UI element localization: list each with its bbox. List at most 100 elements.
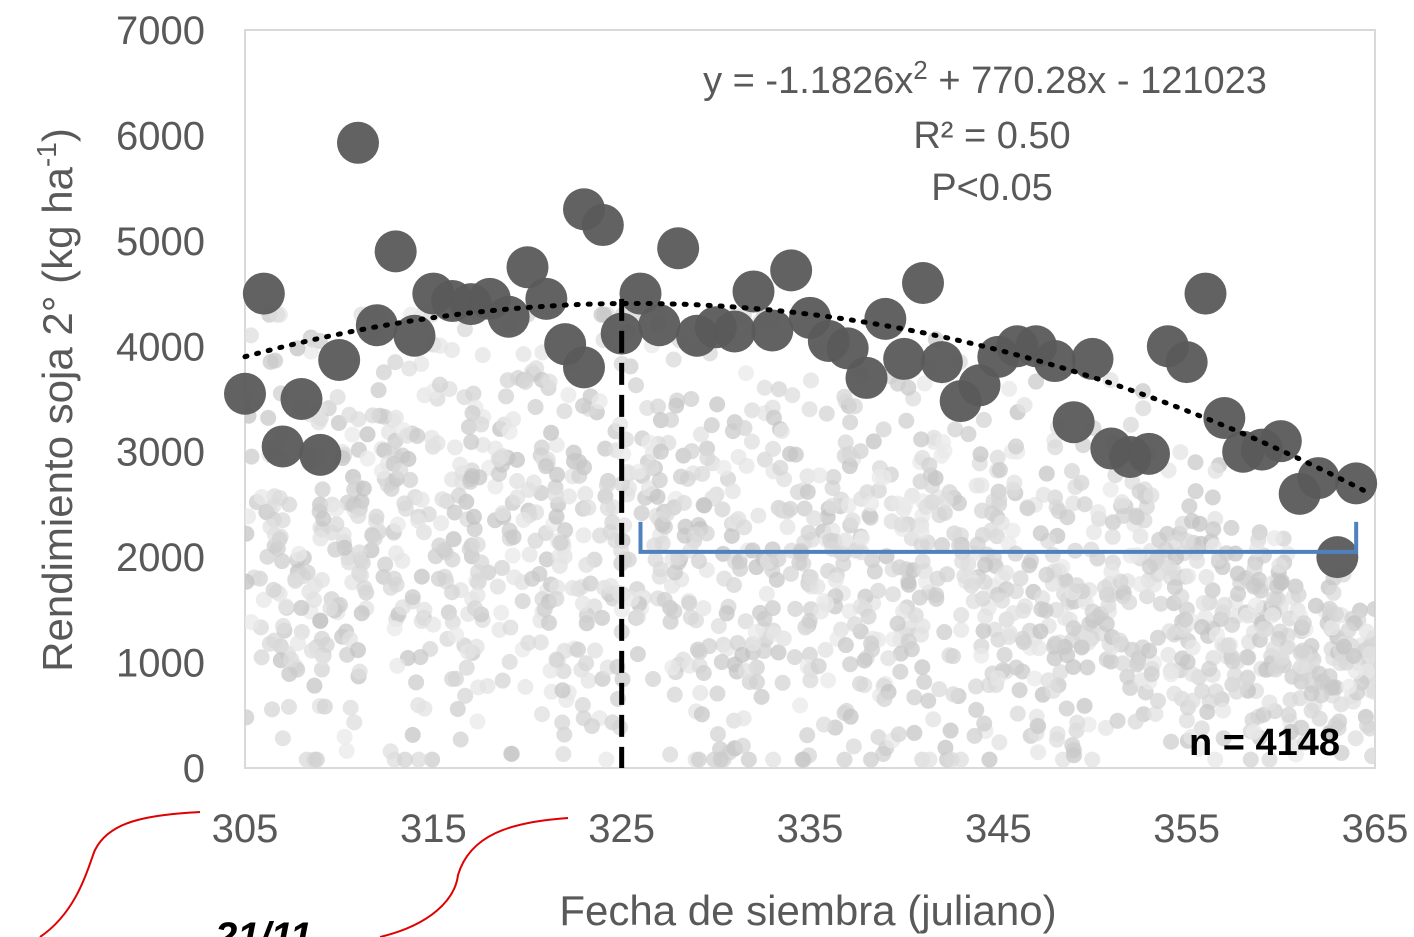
background-point <box>627 377 644 394</box>
background-point <box>408 674 425 691</box>
background-point <box>1149 629 1166 646</box>
sample-size-label: n = 4148 <box>1189 722 1340 764</box>
background-point <box>837 532 854 549</box>
background-point <box>1215 702 1232 719</box>
background-point <box>1032 525 1049 542</box>
background-point <box>668 397 685 414</box>
background-point <box>1366 683 1375 700</box>
background-point <box>1216 596 1233 613</box>
data-point <box>1184 272 1227 315</box>
background-point <box>592 527 609 544</box>
background-point <box>765 751 782 768</box>
background-point <box>1177 611 1194 628</box>
background-point <box>623 590 640 607</box>
background-point <box>473 416 490 433</box>
background-point <box>1076 697 1093 714</box>
background-point <box>936 504 953 521</box>
background-point <box>1007 438 1024 455</box>
background-point <box>353 567 370 584</box>
background-point <box>448 626 465 643</box>
background-point <box>823 497 840 514</box>
background-point <box>501 423 518 440</box>
background-point <box>975 622 992 639</box>
background-point <box>368 508 385 525</box>
background-point <box>1224 653 1241 670</box>
background-point <box>1366 600 1375 617</box>
background-point <box>649 488 666 505</box>
background-point <box>245 525 255 542</box>
background-point <box>1119 668 1136 685</box>
background-point <box>313 630 330 647</box>
background-point <box>633 505 650 522</box>
background-point <box>842 656 859 673</box>
background-point <box>1037 602 1054 619</box>
background-point <box>1246 723 1263 740</box>
background-point <box>695 600 712 617</box>
background-point <box>1026 670 1043 687</box>
background-point <box>299 564 316 581</box>
background-point <box>1149 692 1166 709</box>
background-point <box>1340 622 1357 639</box>
background-point <box>1333 696 1350 713</box>
background-point <box>694 465 711 482</box>
background-point <box>1109 712 1126 729</box>
background-point <box>386 620 403 637</box>
background-point <box>968 477 985 494</box>
background-point <box>743 433 760 450</box>
background-point <box>474 347 491 364</box>
background-point <box>1271 557 1288 574</box>
background-point <box>630 463 647 480</box>
background-point <box>991 734 1008 751</box>
background-point <box>953 607 970 624</box>
background-point <box>1224 616 1241 633</box>
background-point <box>718 605 735 622</box>
background-point <box>658 505 675 522</box>
background-point <box>928 587 945 604</box>
background-point <box>577 486 594 503</box>
background-point <box>538 458 555 475</box>
background-point <box>1163 666 1180 683</box>
background-point <box>1065 747 1082 764</box>
background-point <box>1240 649 1257 666</box>
background-point <box>413 491 430 508</box>
background-point <box>713 653 730 670</box>
background-point <box>770 381 787 398</box>
background-point <box>801 612 818 629</box>
background-point <box>555 746 572 763</box>
background-point <box>527 398 544 415</box>
background-point <box>784 387 801 404</box>
background-point <box>651 472 668 489</box>
background-point <box>715 459 732 476</box>
background-point <box>556 726 573 743</box>
background-point <box>1085 524 1102 541</box>
background-point <box>548 590 565 607</box>
background-point <box>498 388 515 405</box>
background-point <box>800 524 817 541</box>
background-point <box>560 386 577 403</box>
background-point <box>396 751 413 768</box>
background-point <box>1016 397 1033 414</box>
background-point <box>401 360 418 377</box>
y-tick-label: 6000 <box>116 114 205 158</box>
background-point <box>575 527 592 544</box>
background-point <box>1069 714 1086 731</box>
background-point <box>943 751 960 768</box>
background-point <box>1011 682 1028 699</box>
background-point <box>328 500 345 517</box>
data-point <box>299 433 342 476</box>
background-point <box>643 459 660 476</box>
background-point <box>954 553 971 570</box>
background-point <box>1059 509 1076 526</box>
background-point <box>1248 541 1265 558</box>
background-point <box>690 751 707 768</box>
background-point <box>560 488 577 505</box>
background-point <box>457 687 474 704</box>
background-point <box>1132 576 1149 593</box>
data-point <box>732 270 775 313</box>
background-point <box>1296 734 1313 751</box>
background-point <box>670 549 687 566</box>
background-point <box>900 633 917 650</box>
background-point <box>287 573 304 590</box>
background-point <box>536 601 553 618</box>
background-point <box>1280 706 1297 723</box>
